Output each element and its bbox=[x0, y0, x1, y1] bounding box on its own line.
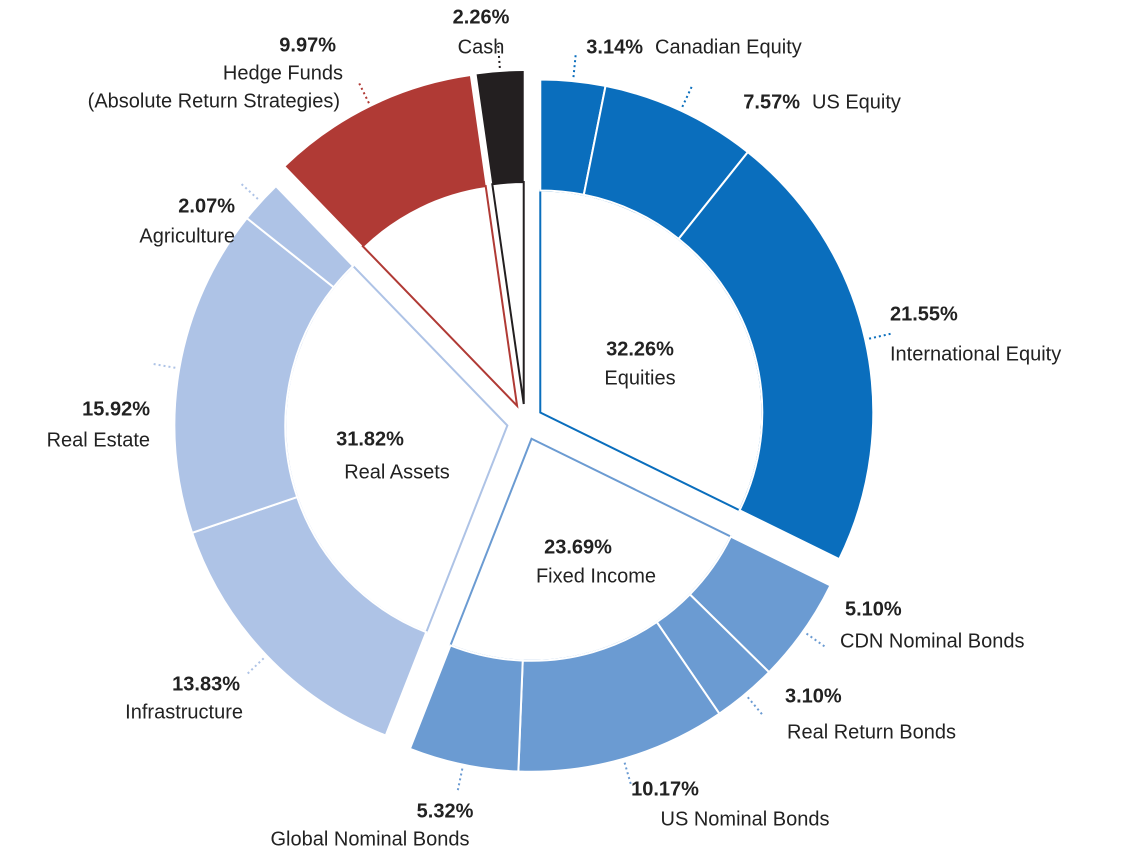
segment-value-label: 5.32% bbox=[417, 800, 474, 822]
segment-value-label: 7.57% bbox=[743, 91, 800, 113]
leader-line bbox=[247, 657, 265, 675]
segment-value-label: 3.10% bbox=[785, 685, 842, 707]
leader-line bbox=[153, 363, 176, 369]
segment-value-label: 15.92% bbox=[82, 398, 150, 420]
group-label: Hedge Funds bbox=[223, 62, 343, 84]
segment-label: Global Nominal Bonds bbox=[271, 828, 470, 850]
segment-label: Real Estate bbox=[47, 429, 150, 451]
group-value-label: 32.26% bbox=[606, 338, 674, 360]
segment-value-label: 13.83% bbox=[172, 673, 240, 695]
group-value-label: 31.82% bbox=[336, 428, 404, 450]
segment-label: US Nominal Bonds bbox=[661, 808, 830, 830]
leader-line bbox=[240, 183, 259, 200]
group-label: Real Assets bbox=[344, 461, 450, 483]
segment-label: Real Return Bonds bbox=[787, 721, 956, 743]
leader-line bbox=[623, 762, 632, 785]
leader-line bbox=[456, 768, 464, 791]
leader-line bbox=[868, 332, 891, 340]
group-label: Cash bbox=[458, 36, 505, 58]
leader-line bbox=[805, 632, 826, 648]
leader-line bbox=[681, 86, 693, 108]
segment bbox=[476, 71, 524, 185]
segment-value-label: 10.17% bbox=[631, 778, 699, 800]
group-label: Equities bbox=[604, 367, 675, 389]
group-value-label: 2.26% bbox=[453, 6, 510, 28]
segment-label: Canadian Equity bbox=[655, 36, 802, 58]
segment-label: International Equity bbox=[890, 343, 1061, 365]
group-value-label: 23.69% bbox=[544, 536, 612, 558]
group-value-label: 9.97% bbox=[279, 34, 336, 56]
segment-value-label: 5.10% bbox=[845, 598, 902, 620]
segment-label: Agriculture bbox=[139, 225, 235, 247]
leader-line bbox=[747, 696, 763, 715]
segment-label: Infrastructure bbox=[125, 701, 243, 723]
segment bbox=[245, 184, 355, 289]
leader-line bbox=[497, 45, 501, 68]
leader-line bbox=[358, 82, 370, 104]
group-label: Fixed Income bbox=[536, 565, 656, 587]
leader-line bbox=[572, 55, 577, 78]
segment bbox=[408, 644, 524, 773]
segment-label: CDN Nominal Bonds bbox=[840, 630, 1025, 652]
segment bbox=[677, 150, 875, 561]
segment-value-label: 21.55% bbox=[890, 303, 958, 325]
segment-value-label: 2.07% bbox=[178, 195, 235, 217]
segment-label: US Equity bbox=[812, 91, 901, 113]
segment bbox=[285, 76, 486, 247]
segment-value-label: 3.14% bbox=[586, 36, 643, 58]
group-label: (Absolute Return Strategies) bbox=[88, 90, 340, 112]
